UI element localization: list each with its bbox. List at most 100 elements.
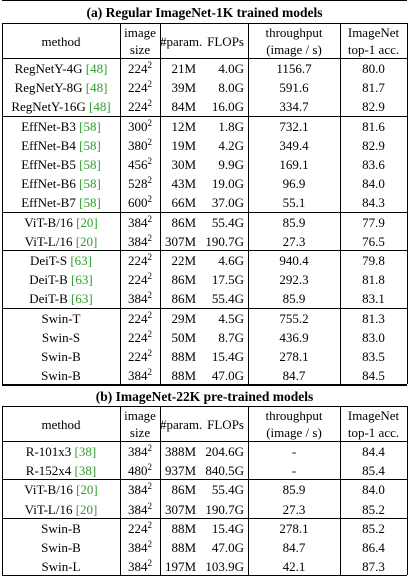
top1-accuracy: 85.4	[362, 463, 385, 479]
resolution-value: 224	[128, 520, 148, 536]
param-count: 39M	[171, 80, 196, 96]
method-name: ViT-B/16 [20]	[2, 215, 120, 230]
throughput-value: 732.1	[279, 118, 309, 134]
method-name: DeiT-B [63]	[2, 272, 120, 287]
param-count: 50M	[171, 329, 196, 345]
image-size: 2242	[120, 349, 160, 365]
citation-ref: [48]	[88, 99, 111, 115]
throughput-value: 27.3	[282, 501, 306, 517]
method-label: RegNetY-4G	[14, 61, 86, 76]
throughput-value: -	[291, 463, 297, 479]
flops-value: 55.4G	[211, 214, 244, 230]
top1-accuracy: 76.5	[362, 233, 385, 249]
column-header-flops: FLOPs	[207, 34, 244, 49]
method-label: EffNet-B6	[21, 176, 80, 192]
resolution-value: 384	[128, 291, 148, 307]
top1-accuracy: 85.2	[362, 520, 385, 536]
flops-value: 1.8G	[218, 118, 244, 134]
citation-ref: [58]	[79, 157, 101, 172]
image-size: 3842	[120, 539, 160, 556]
method-label: EffNet-B7	[21, 195, 80, 211]
throughput-value: 755.2	[279, 310, 309, 326]
image-size: 3842	[120, 444, 160, 460]
image-size: 2242	[120, 253, 160, 269]
param-count: 12M	[171, 118, 196, 134]
resolution-exponent: 2	[147, 232, 153, 243]
method-label: Swin-L	[41, 559, 81, 575]
throughput-value: 27.3	[282, 233, 306, 249]
top1-accuracy: 84.0	[362, 176, 385, 192]
throughput-value: 84.7	[282, 540, 306, 555]
column-header-imagenet: ImageNet	[347, 408, 400, 423]
method-label: Swin-T	[41, 310, 81, 326]
resolution-value: 384	[128, 501, 148, 517]
vertical-rule	[120, 23, 121, 385]
method-label: ViT-L/16	[24, 233, 76, 249]
param-count: 30M	[171, 157, 196, 172]
flops-value: 9.9G	[218, 157, 244, 172]
resolution-exponent: 2	[147, 117, 153, 128]
resolution-exponent: 2	[147, 539, 153, 549]
flops-value: 37.0G	[211, 195, 244, 211]
method-name: DeiT-S [63]	[2, 253, 120, 268]
param-count: 88M	[171, 368, 196, 384]
resolution-exponent: 2	[147, 156, 153, 166]
vertical-rule	[340, 23, 341, 385]
flops-value: 8.7G	[218, 329, 244, 345]
throughput-value: -	[291, 444, 297, 459]
resolution-value: 384	[128, 482, 148, 498]
param-count: 937M	[164, 463, 196, 479]
citation-ref: [58]	[79, 195, 101, 211]
resolution-value: 224	[128, 329, 148, 345]
resolution-exponent: 2	[147, 481, 153, 492]
resolution-exponent: 2	[147, 79, 153, 90]
image-size: 6002	[120, 194, 160, 211]
image-size: 2242	[120, 79, 160, 96]
citation-ref: [38]	[74, 444, 97, 459]
flops-value: 15.4G	[211, 520, 244, 536]
resolution-exponent: 2	[147, 271, 153, 282]
resolution-value: 528	[128, 176, 148, 192]
method-name: R-152x4 [38]	[2, 463, 120, 478]
vertical-rule	[248, 406, 249, 576]
top1-accuracy: 84.5	[362, 368, 385, 384]
resolution-exponent: 2	[147, 136, 153, 147]
throughput-value: 85.9	[282, 291, 306, 307]
resolution-exponent: 2	[147, 558, 153, 569]
image-size: 2242	[120, 61, 160, 77]
param-count: 197M	[164, 559, 196, 575]
method-label: RegNetY-8G	[14, 80, 86, 96]
flops-value: 19.0G	[211, 176, 244, 192]
horizontal-rule	[2, 385, 407, 386]
throughput-value: 42.1	[282, 559, 306, 575]
vertical-rule	[407, 23, 408, 385]
method-label: ViT-B/16	[24, 482, 77, 498]
top1-accuracy: 81.6	[362, 118, 385, 134]
param-count: 388M	[164, 444, 196, 459]
resolution-exponent: 2	[147, 194, 153, 205]
method-name: Swin-S	[2, 330, 120, 345]
resolution-exponent: 2	[147, 213, 153, 224]
top1-accuracy: 83.6	[362, 157, 385, 172]
resolution-value: 480	[128, 463, 148, 479]
horizontal-rule	[2, 384, 407, 386]
throughput-value: 292.3	[279, 272, 309, 288]
method-label: EffNet-B5	[21, 157, 80, 172]
resolution-exponent: 2	[147, 328, 153, 339]
throughput-value: 349.4	[279, 137, 309, 153]
throughput-value: 96.9	[282, 176, 306, 192]
resolution-exponent: 2	[147, 175, 153, 186]
column-header-top1-acc: top-1 acc.	[347, 425, 400, 440]
method-name: EffNet-B7 [58]	[2, 195, 120, 210]
method-name: Swin-B	[2, 521, 120, 536]
image-size: 3842	[120, 232, 160, 249]
flops-value: 190.7G	[205, 501, 244, 517]
horizontal-rule	[2, 307, 407, 309]
resolution-value: 600	[128, 195, 148, 211]
method-label: Swin-B	[41, 520, 81, 536]
image-size: 3802	[120, 136, 160, 153]
image-size: 3842	[120, 481, 160, 498]
flops-value: 47.0G	[211, 368, 244, 384]
column-header-throughput: throughput	[265, 408, 323, 423]
top1-accuracy: 83.5	[362, 349, 385, 364]
